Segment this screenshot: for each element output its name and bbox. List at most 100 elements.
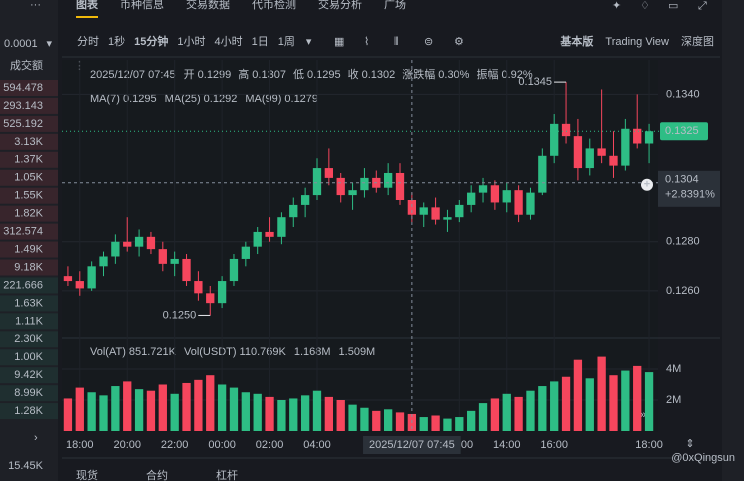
volume-bar [621,370,630,431]
candle-body [407,200,417,215]
volume-bar [550,381,559,431]
volume-bar [609,375,618,431]
x-tick-label: 00:00 [208,439,236,451]
x-tick-label: 02:00 [256,439,284,451]
icon-ai[interactable]: ✦ [612,0,621,12]
add-order-plus[interactable]: + [644,179,650,191]
volume-bar [431,415,440,431]
interval[interactable]: 1周 [278,35,295,48]
row-bg [0,187,58,204]
bottom-tab[interactable]: 现货 [76,468,98,481]
volume-bar [372,410,381,431]
view-option[interactable]: 基本版 [559,34,593,48]
nav-tab[interactable]: 广场 [384,0,406,11]
volume-bar [63,398,73,431]
expand[interactable]: › [34,432,38,444]
row-value: 594.478 [3,82,43,94]
volume-bar [526,390,535,431]
info-value: 0.92% [501,69,532,81]
info-value: 0.1302 [362,69,396,81]
menu-dots[interactable]: ··· [30,0,41,11]
vol-value: 1.168M [294,346,331,358]
interval[interactable]: 1秒 [108,34,125,48]
candle-body [526,192,535,215]
nav-tab[interactable]: 交易分析 [318,0,362,11]
nav-tab[interactable]: 图表 [76,0,99,11]
interval-more[interactable]: ▾ [306,36,312,48]
interval[interactable]: 4小时 [215,35,243,48]
add-order[interactable] [641,178,653,191]
interval[interactable]: 1日 [252,36,269,48]
row-value: 9.42K [14,369,43,381]
ma-value: 0.1279 [284,93,318,105]
candle-body [538,155,547,193]
total: 15.45K [8,460,44,472]
icon-window[interactable]: ▭ [668,0,678,12]
axis-settings[interactable]: ⇕ [685,438,694,450]
y-tick-label: 0.1260 [666,285,700,297]
interval[interactable]: 1小时 [177,35,205,48]
icon-expand[interactable]: ⤢ [698,0,707,12]
tool-icon[interactable]: ⊜ [424,36,433,48]
last-price-tag [660,122,708,141]
volume-bar [289,398,298,431]
active-underline [76,16,98,18]
row-value: 1.00K [14,351,43,363]
volume-bar [123,381,132,431]
volume-bar [241,392,250,431]
volume-bar [75,387,84,431]
bottom-tab[interactable]: 杠杆 [216,468,238,481]
candle-body [573,136,583,169]
nav-tab[interactable]: 交易数据 [186,0,230,11]
row-value: 293.143 [3,100,43,112]
bottom-tab[interactable]: 合约 [146,468,168,481]
interval[interactable]: 分时 [77,35,99,48]
candle-body [87,266,96,289]
candle-body [194,281,203,294]
volume-bar [300,395,310,431]
info-key: 高 [238,67,249,81]
candle-body [478,185,488,193]
volume-bar [336,400,345,431]
annotation: 0.1250 [163,309,197,321]
view-option[interactable]: Trading View [605,36,669,48]
volume-bar [573,359,583,431]
ma-value: 0.1295 [123,93,157,105]
volume-bar [538,386,547,431]
info-key: 收 [348,67,359,81]
volume-bar [467,410,476,431]
x-tick-label: 14:00 [493,439,521,451]
row-value: 3.13K [14,136,43,148]
precision[interactable]: 0.0001 [4,38,38,50]
dropdown-arrow[interactable]: ▾ [46,38,52,50]
volume-bar [443,418,452,431]
tool-icon[interactable]: ⫴ [394,36,399,48]
candle-body [644,131,654,144]
nav-tab[interactable]: 代币检测 [252,0,296,11]
tool-icon[interactable]: ⚙ [454,36,464,48]
icon-bell[interactable]: ♢ [640,0,650,12]
volume-bar [194,379,203,431]
x-tick-label: 18:00 [635,439,663,451]
interval[interactable]: 15分钟 [134,34,168,48]
scroll-button[interactable]: » [640,409,646,421]
candle-body [217,281,227,304]
info-value: 0.1299 [198,69,232,81]
crosshair-price: 0.1304 [665,174,699,186]
volume-bar [585,378,594,431]
nav-tab[interactable]: 币种信息 [120,0,164,11]
row-value: 1.55K [14,190,43,202]
volume-bar [182,382,191,431]
row-bg [0,277,58,294]
tool-icon[interactable]: ⌇ [364,36,369,48]
volume-bar [383,409,393,431]
ma-value: 0.1292 [204,93,238,105]
candle-body [443,217,452,220]
row-bg [0,403,58,420]
row-bg [0,331,58,348]
candle-body [550,123,559,156]
candle-body [597,148,606,156]
vol-value: 851.721K [129,346,177,358]
tool-icon[interactable]: ▦ [334,36,344,48]
view-option[interactable]: 深度图 [681,34,714,48]
